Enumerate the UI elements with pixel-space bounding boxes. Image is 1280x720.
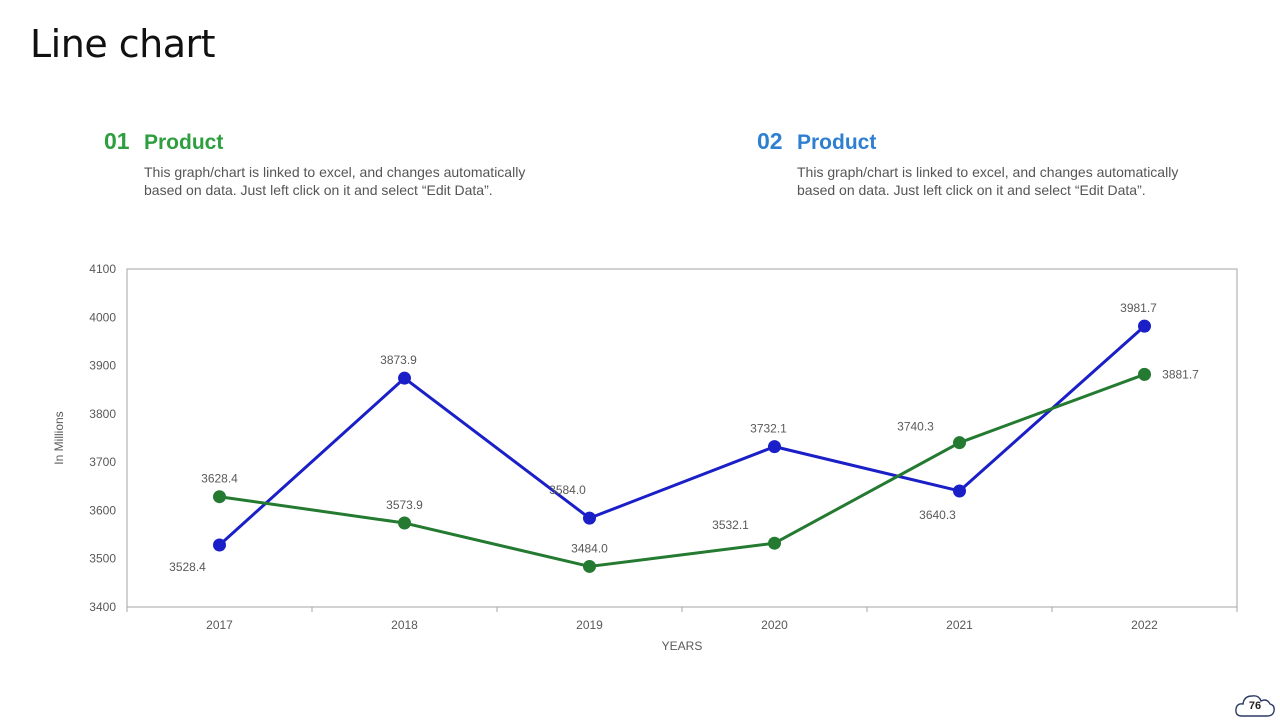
data-label: 3628.4 (201, 472, 238, 486)
x-tick-label: 2019 (576, 618, 603, 632)
product-1-description: This graph/chart is linked to excel, and… (144, 164, 526, 198)
product-2-description: This graph/chart is linked to excel, and… (797, 164, 1179, 198)
data-label: 3981.7 (1120, 301, 1157, 315)
cloud-icon (1235, 695, 1275, 717)
data-point (953, 436, 966, 450)
x-tick-label: 2021 (946, 618, 973, 632)
x-tick-label: 2017 (206, 618, 233, 632)
page-title: Line chart (30, 22, 216, 66)
data-label: 3484.0 (571, 541, 608, 555)
data-point (1138, 319, 1151, 333)
data-point (398, 371, 411, 385)
product-1-name: Product (144, 131, 224, 154)
y-tick-label: 4100 (89, 262, 116, 276)
y-axis-title: In Millions (52, 411, 66, 464)
data-point (583, 511, 596, 525)
data-label: 3584.0 (549, 483, 586, 497)
data-point (583, 559, 596, 573)
data-label: 3740.3 (897, 420, 934, 434)
data-label: 3528.4 (169, 560, 206, 574)
y-tick-label: 3900 (89, 359, 116, 373)
product-2-number: 02 (757, 128, 783, 154)
data-point (398, 516, 411, 530)
product-1-number: 01 (104, 128, 130, 154)
y-tick-label: 3800 (89, 407, 116, 421)
x-tick-label: 2022 (1131, 618, 1158, 632)
data-label: 3873.9 (380, 353, 417, 367)
data-label: 3640.3 (919, 508, 956, 522)
data-label: 3732.1 (750, 422, 787, 436)
page-number: 76 (1248, 700, 1262, 712)
data-point (213, 490, 226, 504)
data-point (768, 440, 781, 454)
data-point (213, 538, 226, 552)
data-label: 3532.1 (712, 518, 749, 532)
y-tick-label: 3500 (89, 552, 116, 566)
x-tick-label: 2020 (761, 618, 788, 632)
series-line-1 (218, 325, 1146, 547)
series-line-2 (219, 373, 1146, 568)
x-tick-label: 2018 (391, 618, 418, 632)
x-axis-title: YEARS (662, 639, 703, 653)
y-tick-label: 3600 (89, 503, 116, 517)
y-tick-label: 4000 (89, 310, 116, 324)
y-tick-label: 3400 (89, 600, 116, 614)
data-point (1138, 367, 1151, 381)
data-label: 3881.7 (1162, 367, 1199, 381)
data-point (953, 484, 966, 498)
y-tick-label: 3700 (89, 455, 116, 469)
data-point (768, 536, 781, 550)
data-label: 3573.9 (386, 498, 423, 512)
product-2-name: Product (797, 131, 877, 154)
